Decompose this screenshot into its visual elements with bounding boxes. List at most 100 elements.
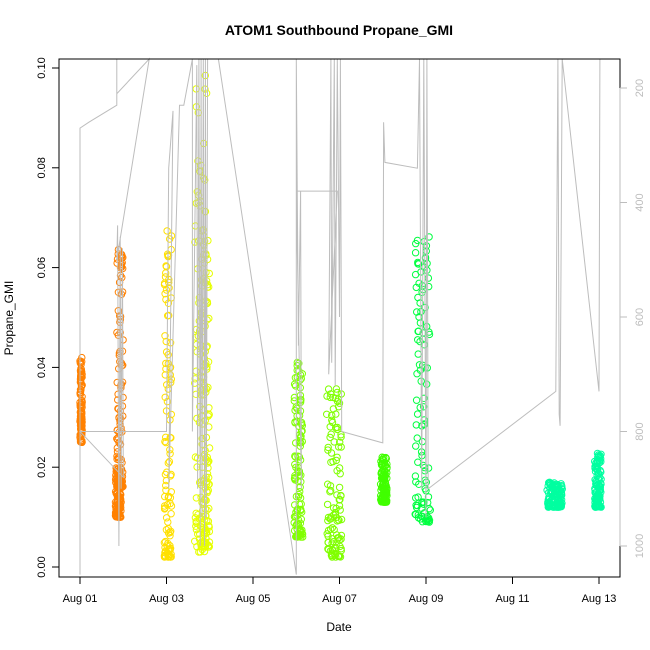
secondary-series-line [78, 57, 601, 575]
data-point [596, 483, 604, 491]
data-point [205, 423, 213, 431]
data-point [332, 513, 341, 521]
data-point [332, 456, 340, 465]
data-point [333, 453, 341, 461]
data-point [161, 371, 170, 379]
data-point [332, 424, 340, 432]
data-point [336, 438, 344, 446]
data-point [327, 486, 335, 495]
data-point [418, 518, 427, 526]
data-point [167, 510, 175, 518]
data-point [326, 482, 335, 490]
data-point [76, 437, 85, 445]
data-point [335, 399, 344, 407]
y-tick-label: 0.02 [36, 456, 48, 477]
data-point [192, 509, 200, 517]
data-point [328, 411, 336, 420]
data-point [202, 89, 211, 98]
data-point [161, 537, 170, 546]
data-point [162, 269, 170, 277]
data-point [113, 507, 122, 515]
data-point [193, 543, 201, 551]
data-point [382, 495, 390, 504]
data-point [337, 491, 345, 500]
data-point [114, 288, 123, 296]
data-point [421, 476, 429, 484]
data-point [414, 493, 422, 501]
data-point [414, 458, 422, 466]
data-point [162, 514, 171, 522]
data-point [78, 438, 86, 446]
y-tick-label: 0.10 [36, 57, 48, 78]
data-point [167, 378, 175, 387]
data-point [161, 290, 169, 298]
data-point [379, 475, 387, 483]
data-point [552, 487, 560, 495]
data-point [298, 427, 306, 435]
data-point [193, 340, 201, 349]
data-point [78, 403, 86, 411]
data-point [162, 295, 170, 304]
data-point [425, 282, 433, 291]
data-point [192, 522, 200, 530]
data-point [203, 506, 211, 514]
data-point [412, 442, 420, 450]
data-point [291, 382, 300, 390]
data-point [117, 491, 125, 499]
data-point [164, 529, 173, 537]
data-point [161, 393, 169, 401]
x-tick-label: Aug 03 [149, 593, 184, 605]
x-tick-label: Aug 11 [495, 593, 529, 605]
data-point [425, 328, 433, 336]
y-tick-label: 0.04 [36, 357, 48, 378]
data-point [116, 494, 124, 503]
data-point [418, 504, 426, 512]
data-point [337, 433, 345, 441]
data-point [298, 422, 306, 430]
data-point [595, 457, 603, 465]
data-point [162, 262, 170, 270]
data-point [553, 495, 562, 504]
data-point [162, 486, 170, 494]
data-point [162, 359, 170, 368]
data-point [113, 455, 121, 463]
data-point [593, 449, 602, 458]
data-point [592, 502, 600, 510]
data-point [414, 350, 422, 358]
data-point [192, 525, 201, 534]
data-point [161, 437, 169, 446]
data-point [78, 367, 86, 376]
y-axis: 0.00 0.02 0.04 0.06 0.08 0.10 [36, 57, 60, 578]
data-point [294, 492, 303, 501]
data-point [335, 443, 343, 451]
y2-tick-label: 400 [634, 193, 646, 211]
data-point [203, 477, 211, 485]
y2-tick-label: 600 [634, 308, 646, 326]
y2-tick-label: 200 [634, 79, 646, 97]
data-point [412, 239, 420, 248]
data-point [205, 504, 213, 513]
data-point [191, 453, 200, 461]
data-point [329, 504, 338, 512]
data-point [78, 358, 86, 366]
data-point [324, 545, 333, 554]
data-point [381, 498, 390, 506]
data-point [291, 453, 300, 461]
data-point [419, 403, 428, 411]
data-point [166, 472, 175, 480]
data-point [164, 359, 173, 368]
data-point [294, 530, 302, 538]
data-point [413, 370, 421, 378]
data-point [412, 421, 420, 429]
data-point [324, 446, 332, 454]
data-point [424, 498, 432, 507]
data-point [291, 452, 299, 460]
data-point [77, 372, 85, 381]
data-point [337, 443, 345, 451]
data-point [324, 385, 333, 393]
data-point [549, 481, 557, 489]
data-point [113, 452, 121, 460]
data-point [382, 487, 390, 495]
data-point [200, 537, 208, 545]
